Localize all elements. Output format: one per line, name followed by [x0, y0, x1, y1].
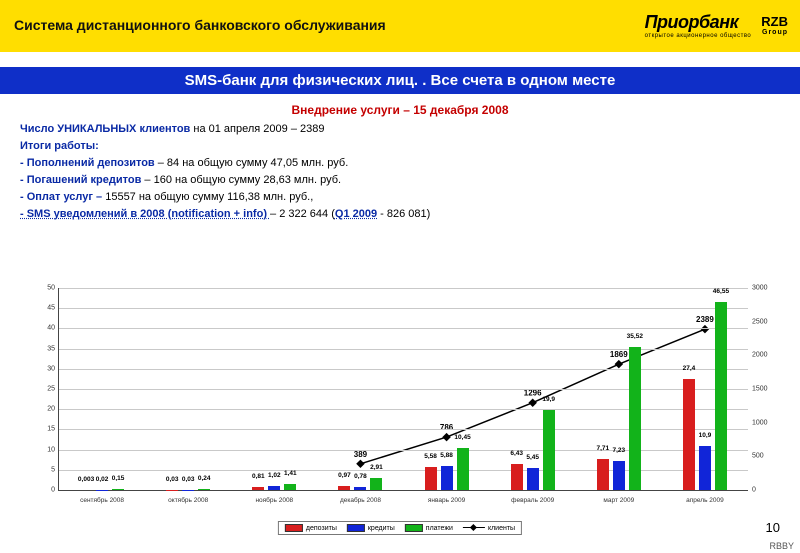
chart-plot: 389786129618692389 051015202530354045500…: [58, 288, 748, 491]
bar: [715, 302, 727, 490]
bar: [112, 489, 124, 490]
blue-subheader: SMS-банк для физических лиц. . Все счета…: [0, 66, 800, 94]
bar: [527, 468, 539, 490]
bar: [511, 464, 523, 490]
bar: [198, 489, 210, 490]
brand-subtext: открытое акционерное общество: [645, 33, 752, 39]
bar: [613, 461, 625, 490]
bar: [441, 466, 453, 490]
legend-credits: кредиты: [347, 524, 395, 532]
bar: [252, 487, 264, 490]
content-area: Внедрение услуги – 15 декабря 2008 Число…: [0, 94, 800, 220]
header-bar: Система дистанционного банковского обслу…: [0, 0, 800, 50]
bar: [284, 484, 296, 490]
bar: [629, 347, 641, 491]
bar: [338, 486, 350, 490]
bar: [597, 459, 609, 490]
bar: [268, 486, 280, 490]
line-sms: - SMS уведомлений в 2008 (notification +…: [20, 208, 780, 220]
legend-clients: клиенты: [463, 525, 515, 532]
bar: [425, 467, 437, 490]
slide: { "header": { "title": "Система дистанци…: [0, 0, 800, 553]
logo-box: Приорбанк открытое акционерное общество …: [420, 0, 800, 50]
logo-rzb: RZB Group: [761, 14, 788, 36]
brand2-text: RZB: [761, 14, 788, 29]
line-clients: Число УНИКАЛЬНЫХ клиентов на 01 апреля 2…: [20, 123, 780, 135]
chart-legend: депозиты кредиты платежи клиенты: [278, 521, 522, 535]
footer: RBBY: [769, 541, 794, 551]
slide-title: Система дистанционного банковского обслу…: [14, 17, 386, 34]
bar: [699, 446, 711, 490]
red-headline: Внедрение услуги – 15 декабря 2008: [20, 103, 780, 117]
legend-deposits: депозиты: [285, 524, 337, 532]
bar: [543, 410, 555, 490]
title-box: Система дистанционного банковского обслу…: [0, 0, 420, 50]
line-deposits: - Пополнений депозитов – 84 на общую сум…: [20, 157, 780, 169]
line-payments: - Оплат услуг – 15557 на общую сумму 116…: [20, 191, 780, 203]
page-number: 10: [766, 520, 780, 535]
logo-priorbank: Приорбанк открытое акционерное общество: [645, 12, 752, 39]
brand-text: Приорбанк: [645, 12, 739, 32]
bar: [370, 478, 382, 490]
legend-payments: платежи: [405, 524, 453, 532]
line-summary-head: Итоги работы:: [20, 140, 780, 152]
line-credits: - Погашений кредитов – 160 на общую сумм…: [20, 174, 780, 186]
chart: 389786129618692389 051015202530354045500…: [20, 288, 780, 513]
brand2-subtext: Group: [761, 29, 788, 36]
bar: [354, 487, 366, 490]
bar: [457, 448, 469, 490]
